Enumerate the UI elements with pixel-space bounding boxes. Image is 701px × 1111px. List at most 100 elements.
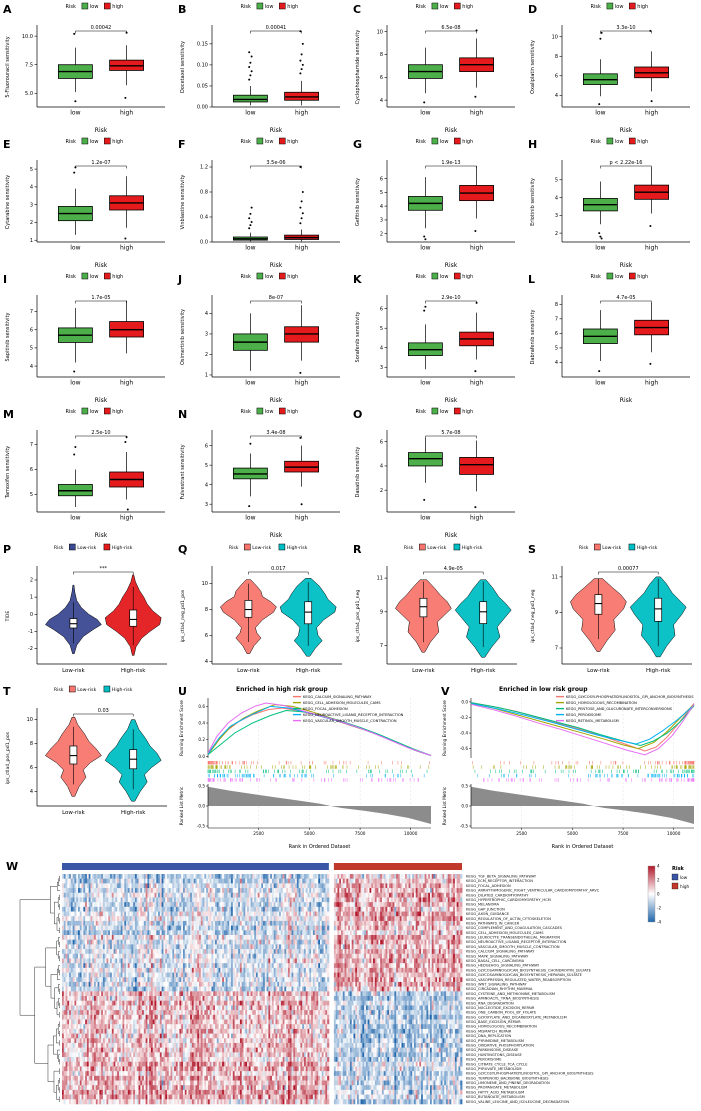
gsea-legend-label-1: KEGG_CELL_ADHESION_MOLECULES_CAMS: [303, 701, 381, 705]
x-tick-label: high: [120, 110, 133, 117]
legend-swatch-1: [103, 543, 111, 551]
svg-text:5: 5: [30, 492, 33, 498]
x-axis-label: Risk: [95, 532, 108, 539]
legend-label-0: low: [615, 4, 624, 10]
x-axis-label: Risk: [95, 397, 108, 404]
x-tick-label: low: [420, 515, 430, 522]
y-axis-label: Gefitinib sensitivity: [355, 178, 361, 226]
legend-swatch-1: [104, 272, 111, 280]
legend-label-0: Low-risk: [427, 545, 446, 551]
svg-text:10000: 10000: [667, 831, 681, 836]
panel-f-chart: F Risk low high Vinblastine sensitivity 0.0 0.…: [178, 137, 340, 269]
panel-k: K Risk low high Sorafenib sensitivity 3 4 5 6 low…: [350, 270, 525, 405]
panel-letter: C: [353, 3, 361, 16]
svg-text:-0.5: -0.5: [460, 824, 469, 829]
svg-text:8: 8: [555, 54, 558, 60]
x-tick-label: low: [70, 110, 80, 117]
es-curve-4: [207, 702, 432, 756]
row-boxplots-2: E Risk low high Cytarabine sensitivity 1 2 3 4 5 l…: [0, 135, 701, 270]
legend-swatch-0: [431, 137, 439, 145]
legend-label-1: high: [462, 274, 473, 280]
outlier: [299, 72, 302, 75]
outlier: [600, 237, 603, 240]
y-axis-label: Dabrafenib sensitivity: [530, 310, 536, 365]
p-value: 0.00041: [266, 25, 287, 31]
svg-text:1: 1: [30, 238, 33, 244]
outlier: [598, 370, 601, 373]
outlier: [73, 453, 76, 456]
legend-label-0: low: [440, 274, 449, 280]
panel-m: M Risk low high Tamoxifen sensitivity 5 6 7 low h…: [0, 405, 175, 540]
panel-letter: P: [3, 543, 11, 556]
panel-h-chart: H Risk low high Erlotinib sensitivity 2 3 4 5 low…: [528, 137, 690, 269]
x-tick-label: Low-risk: [62, 810, 85, 816]
x-tick-label: high: [470, 380, 483, 387]
svg-text:4: 4: [380, 464, 383, 470]
legend: Risk Low-risk High-risk: [54, 543, 133, 551]
svg-text:5: 5: [380, 190, 383, 196]
x-tick-label: High-risk: [471, 668, 496, 674]
legend: Risk Low-risk High-risk: [229, 543, 308, 551]
p-value: p < 2.22e-16: [610, 160, 643, 166]
legend: Risk low high: [416, 272, 473, 280]
legend-swatch-1: [104, 2, 111, 10]
violin-box: [69, 745, 78, 765]
legend-label-1: high: [287, 139, 298, 145]
svg-text:5000: 5000: [304, 831, 315, 836]
x-axis-label: Risk: [445, 397, 458, 404]
gsea-title: Enriched in low risk group: [499, 686, 588, 693]
panel-t-chart: T Risk Low-risk High-risk ips_ctla4_pos_pd1_…: [3, 685, 167, 816]
svg-text:5: 5: [380, 326, 383, 332]
x-axis-label: Risk: [620, 397, 633, 404]
legend-label-0: low: [440, 139, 449, 145]
x-tick-label: high: [295, 245, 308, 252]
svg-text:6: 6: [380, 439, 383, 445]
outlier: [599, 37, 602, 40]
panel-letter: E: [3, 138, 11, 151]
outlier: [74, 100, 77, 103]
legend-swatch-0: [431, 2, 439, 10]
outlier: [73, 32, 76, 35]
y-axis-label: Dasatinib sensitivity: [355, 447, 361, 498]
p-value: 1.9e-13: [441, 160, 460, 166]
box-high: [459, 457, 494, 475]
p-value: 4.7e-05: [616, 295, 635, 301]
svg-text:6: 6: [205, 443, 208, 449]
x-axis-label: Risk: [270, 262, 283, 269]
svg-text:3: 3: [380, 218, 383, 224]
panel-s: S Risk Low-risk High-risk ips_ctla4_neg_pd1_…: [525, 540, 700, 682]
svg-text:4: 4: [380, 204, 383, 210]
es-axis-label: Running Enrichment Score: [442, 700, 447, 756]
outlier: [424, 238, 427, 241]
outlier: [474, 506, 477, 509]
x-tick-label: High-risk: [646, 668, 671, 674]
panel-i-chart: I Risk low high Sapitinib sensitivity 4 5 6 7 low…: [3, 272, 165, 404]
legend: Risk low high: [66, 2, 123, 10]
legend: Risk low high: [591, 2, 648, 10]
outlier: [249, 61, 252, 64]
svg-text:0.0: 0.0: [200, 240, 208, 246]
legend-swatch-1: [628, 543, 636, 551]
x-tick-label: low: [595, 110, 605, 117]
x-tick-label: Low-risk: [237, 668, 260, 674]
svg-text:5: 5: [30, 346, 33, 352]
outlier: [300, 53, 303, 56]
p-value: 3.5e-06: [266, 160, 285, 166]
panel-u-chart: U Enriched in high risk group 0.0 0.2 0.4 0.6…: [178, 685, 432, 850]
row-boxplots-3: I Risk low high Sapitinib sensitivity 4 5 6 7 low…: [0, 270, 701, 405]
outlier: [649, 362, 652, 365]
legend-label-0: low: [90, 139, 99, 145]
legend-swatch-0: [431, 407, 439, 415]
legend-swatch-1: [629, 2, 636, 10]
legend-swatch-0: [431, 272, 439, 280]
panel-letter: K: [353, 273, 362, 286]
legend-label-0: low: [265, 4, 274, 10]
panel-a: A Risk low high 5-Fluorouracil sensitivity 5.…: [0, 0, 175, 135]
panel-c-chart: C Risk low high Cyclophosphamide sensitivity…: [353, 2, 515, 134]
legend: Risk low high: [241, 137, 298, 145]
svg-text:8: 8: [30, 741, 33, 747]
svg-text:7500: 7500: [618, 831, 629, 836]
legend-swatch-0: [244, 543, 251, 551]
svg-text:2500: 2500: [253, 831, 264, 836]
legend: Risk Low-risk High-risk: [54, 685, 133, 693]
